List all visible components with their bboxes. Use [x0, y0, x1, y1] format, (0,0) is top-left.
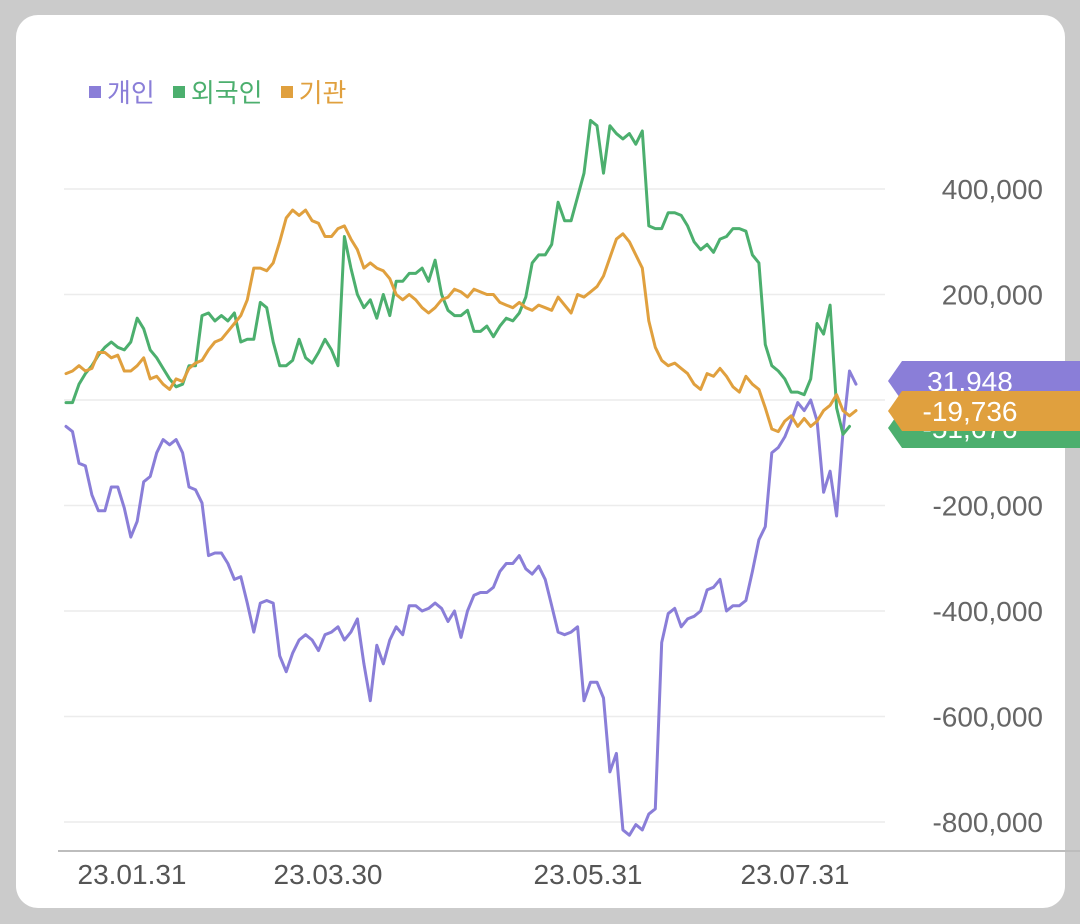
y-tick-label: -200,000 — [932, 491, 1043, 522]
legend-label-foreign: 외국인 — [190, 78, 263, 108]
x-tick-label: 23.05.31 — [534, 859, 643, 890]
chart-card: 개인 외국인 기관 — [16, 15, 1065, 908]
y-tick-label: -400,000 — [932, 596, 1043, 627]
legend: 개인 외국인 기관 — [89, 73, 346, 110]
legend-swatch-individual — [89, 85, 101, 98]
y-tick-label: 200,000 — [942, 280, 1043, 311]
x-tick-label: 23.01.31 — [78, 859, 187, 890]
legend-label-individual: 개인 — [107, 78, 155, 108]
legend-swatch-institution — [280, 85, 293, 98]
x-tick-label: 23.07.31 — [741, 859, 850, 890]
y-tick-label: -600,000 — [932, 702, 1043, 733]
legend-item-foreign[interactable]: 외국인 — [172, 73, 263, 110]
x-tick-label: 23.03.30 — [274, 859, 383, 890]
y-tick-label: 400,000 — [942, 174, 1043, 205]
legend-swatch-foreign — [172, 85, 185, 98]
series-line-0 — [64, 369, 858, 837]
legend-item-institution[interactable]: 기관 — [280, 73, 347, 110]
last-value-badge-2 — [888, 391, 1080, 431]
legend-item-individual[interactable]: 개인 — [89, 73, 155, 110]
series-line-1 — [64, 118, 851, 436]
y-tick-label: -800,000 — [932, 807, 1043, 838]
last-value-label-2: -19,736 — [923, 396, 1018, 427]
legend-label-institution: 기관 — [298, 78, 347, 108]
series-line-2 — [64, 208, 858, 434]
